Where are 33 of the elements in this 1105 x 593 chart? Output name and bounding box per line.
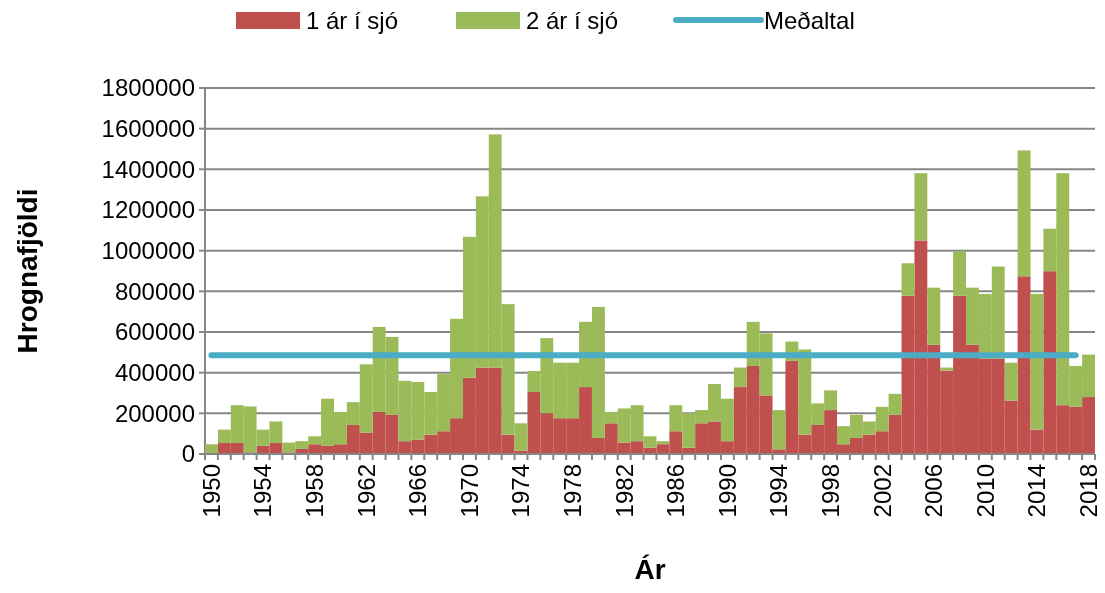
x-tick-label: 2018 [1074,464,1102,518]
x-tick-label: 2002 [868,464,896,518]
x-tick-label: 2010 [971,464,999,518]
y-tick-label: 1800000 [101,74,195,102]
y-tick-label: 1600000 [101,115,195,143]
y-tick-label: 1400000 [101,155,195,183]
y-tick-label: 600000 [114,318,195,346]
legend-label: 2 ár í sjó [526,7,619,34]
x-tick-label: 1982 [610,464,638,518]
x-tick-label: 2006 [920,464,948,518]
y-tick-label: 400000 [114,359,195,387]
x-tick-label: 1998 [816,464,844,518]
x-tick-label: 1990 [713,464,741,518]
x-tick-label: 1950 [197,464,225,518]
x-tick-label: 1974 [507,464,535,518]
y-tick-label: 0 [181,440,195,468]
x-tick-label: 1970 [455,464,483,518]
x-axis-title: Ár [634,554,666,585]
x-tick-label: 1966 [404,464,432,518]
x-tick-label: 1994 [765,464,793,518]
y-tick-label: 200000 [114,399,195,427]
x-tick-label: 2014 [1023,464,1051,518]
x-tick-label: 1962 [352,464,380,518]
y-tick-label: 800000 [114,277,195,305]
x-tick-label: 1986 [662,464,690,518]
y-tick-label: 1200000 [101,196,195,224]
y-axis-title: Hrognafjöldi [12,188,43,354]
x-tick-label: 1978 [559,464,587,518]
x-tick-label: 1954 [249,464,277,518]
y-tick-label: 1000000 [101,237,195,265]
legend-label: Meðaltal [764,7,855,34]
x-tick-label: 1958 [301,464,329,518]
legend-label: 1 ár í sjó [306,7,399,34]
